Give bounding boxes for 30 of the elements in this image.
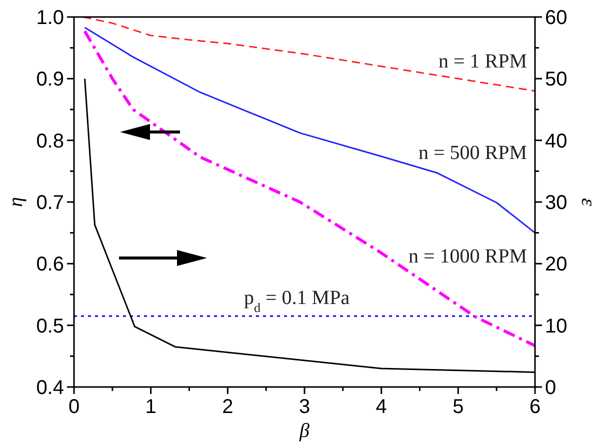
y-tick-label: 0.7 — [36, 192, 64, 214]
y-tick-label: 0.5 — [36, 315, 64, 338]
y2-tick-label: 30 — [545, 192, 568, 214]
y-tick-label: 0.6 — [36, 254, 64, 276]
annotation: p$_{d}$ = 0.1 MPa — [244, 287, 350, 315]
x-tick-label: 1 — [145, 396, 156, 418]
line-series — [84, 26, 536, 234]
y2-tick-label: 60 — [545, 7, 568, 29]
x-tick-label: 0 — [68, 396, 80, 418]
y2-tick-label: 20 — [545, 254, 568, 276]
y2-tick-label: 40 — [545, 130, 568, 152]
x-tick-label: 2 — [222, 396, 234, 418]
y-tick-label: 0.4 — [36, 377, 64, 399]
series-label: n = 1 RPM — [438, 50, 528, 72]
y-tick-label: 1.0 — [36, 7, 64, 29]
x-tick-label: 4 — [376, 396, 387, 418]
y-tick-label: 0.9 — [36, 68, 64, 91]
x-tick-label: 6 — [529, 396, 541, 418]
y2-axis-title: ε — [577, 198, 592, 206]
line-series — [83, 30, 536, 348]
y2-tick-label: 50 — [545, 68, 568, 91]
x-tick-label: 5 — [452, 396, 464, 418]
y-axis-title: η — [5, 196, 27, 207]
y2-tick-label: 0 — [545, 377, 556, 399]
y2-tick-label: 10 — [545, 315, 568, 338]
x-tick-label: 3 — [298, 396, 310, 418]
y-tick-label: 0.8 — [36, 130, 64, 152]
series-label: n = 1000 RPM — [408, 245, 528, 268]
series-label: n = 500 RPM — [418, 142, 528, 164]
x-axis-title: β — [298, 420, 310, 442]
